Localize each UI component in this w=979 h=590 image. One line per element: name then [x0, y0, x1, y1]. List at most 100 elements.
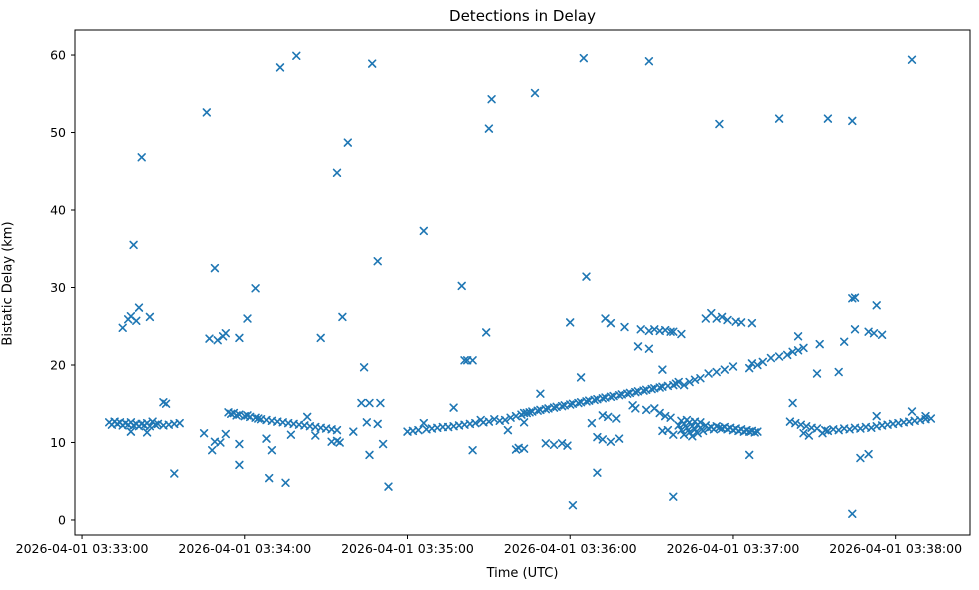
- scatter-point: [679, 380, 689, 390]
- scatter-point: [373, 419, 382, 429]
- scatter-point: [804, 431, 814, 440]
- scatter-point: [338, 312, 347, 322]
- scatter-point: [848, 509, 857, 518]
- scatter-point: [644, 344, 654, 353]
- scatter-point: [216, 438, 225, 447]
- scatter-point: [745, 450, 754, 460]
- scatter-point: [460, 356, 469, 365]
- scatter-point: [251, 284, 260, 293]
- y-tick-label: 40: [50, 203, 66, 218]
- scatter-point: [869, 329, 879, 338]
- scatter-point: [145, 312, 155, 322]
- plot-border: [74, 29, 971, 536]
- scatter-point: [669, 492, 678, 501]
- scatter-point: [774, 114, 784, 123]
- x-tick-label: 2026-04-01 03:37:00: [667, 541, 800, 556]
- y-axis: 0 10 20 30 40 50 60: [50, 48, 75, 527]
- scatter-point: [563, 441, 572, 450]
- scatter-point: [549, 440, 559, 449]
- scatter-point: [693, 429, 702, 438]
- scatter-point: [368, 59, 377, 68]
- scatter-point: [500, 415, 510, 425]
- scatter-point: [208, 446, 217, 455]
- scatter-point: [292, 51, 301, 60]
- scatter-point: [696, 374, 705, 383]
- scatter-point: [132, 316, 141, 325]
- scatter-point: [582, 272, 591, 281]
- scatter-point: [566, 318, 575, 327]
- y-tick-label: 20: [50, 357, 66, 372]
- chart-title: Detections in Delay: [449, 7, 596, 25]
- scatter-point: [419, 226, 428, 236]
- scatter-point: [243, 314, 252, 323]
- scatter-point: [199, 429, 209, 438]
- scatter-point: [704, 369, 713, 378]
- scatter-point: [362, 418, 371, 427]
- scatter-point: [666, 327, 675, 336]
- scatter-point: [221, 429, 230, 439]
- scatter-point: [593, 432, 602, 442]
- scatter-point: [161, 399, 171, 408]
- scatter-point: [311, 431, 320, 440]
- scatter-point: [848, 294, 857, 303]
- scatter-point: [747, 318, 757, 328]
- scatter-point: [685, 428, 694, 437]
- scatter-point: [677, 329, 686, 339]
- scatter-point: [303, 412, 312, 422]
- y-tick-label: 0: [58, 512, 66, 527]
- scatter-point: [696, 418, 705, 427]
- scatter-point: [449, 403, 458, 412]
- scatter-point: [530, 88, 540, 98]
- scatter-point: [633, 342, 643, 351]
- scatter-point: [357, 398, 366, 408]
- scatter-point: [753, 360, 762, 370]
- scatter-point: [373, 257, 382, 266]
- scatter-point: [666, 413, 675, 422]
- scatter-point: [674, 377, 683, 387]
- scatter-point: [484, 124, 494, 133]
- scatter-point: [557, 439, 567, 448]
- scatter-point: [823, 114, 833, 123]
- scatter-point: [745, 363, 754, 373]
- scatter-point: [265, 473, 274, 483]
- scatter-point: [359, 363, 369, 372]
- scatter-point: [712, 367, 721, 377]
- y-tick-label: 30: [50, 280, 66, 295]
- scatter-point: [612, 414, 621, 423]
- scatter-point: [286, 430, 296, 439]
- scatter-point: [669, 430, 678, 439]
- scatter-point: [606, 318, 616, 328]
- scatter-point: [126, 427, 136, 436]
- scatter-point: [213, 336, 222, 345]
- scatter-point: [471, 418, 480, 428]
- scatter-point: [221, 329, 230, 338]
- scatter-point: [793, 346, 803, 355]
- scatter-point: [262, 434, 271, 443]
- scatter-point: [587, 418, 597, 428]
- scatter-point: [536, 389, 545, 398]
- scatter-point: [137, 153, 146, 162]
- scatter-point: [631, 404, 640, 413]
- scatter-point: [688, 432, 697, 441]
- scatter-point: [598, 435, 607, 444]
- scatter-point: [487, 95, 496, 104]
- scatter-point: [848, 116, 857, 126]
- scatter-point: [614, 434, 624, 443]
- scatter-point: [332, 425, 342, 435]
- scatter-point: [541, 439, 550, 448]
- scatter-point: [834, 367, 843, 377]
- scatter-points: [105, 51, 936, 518]
- scatter-point: [579, 53, 588, 63]
- x-tick-label: 2026-04-01 03:36:00: [504, 541, 637, 556]
- scatter-point: [129, 240, 138, 250]
- scatter-point: [267, 446, 277, 455]
- scatter-point: [457, 281, 466, 291]
- x-tick-label: 2026-04-01 03:35:00: [341, 541, 474, 556]
- scatter-point: [655, 408, 664, 418]
- x-tick-label: 2026-04-01 03:38:00: [829, 541, 962, 556]
- scatter-point: [332, 168, 342, 177]
- x-tick-label: 2026-04-01 03:34:00: [178, 541, 311, 556]
- scatter-point: [877, 330, 887, 339]
